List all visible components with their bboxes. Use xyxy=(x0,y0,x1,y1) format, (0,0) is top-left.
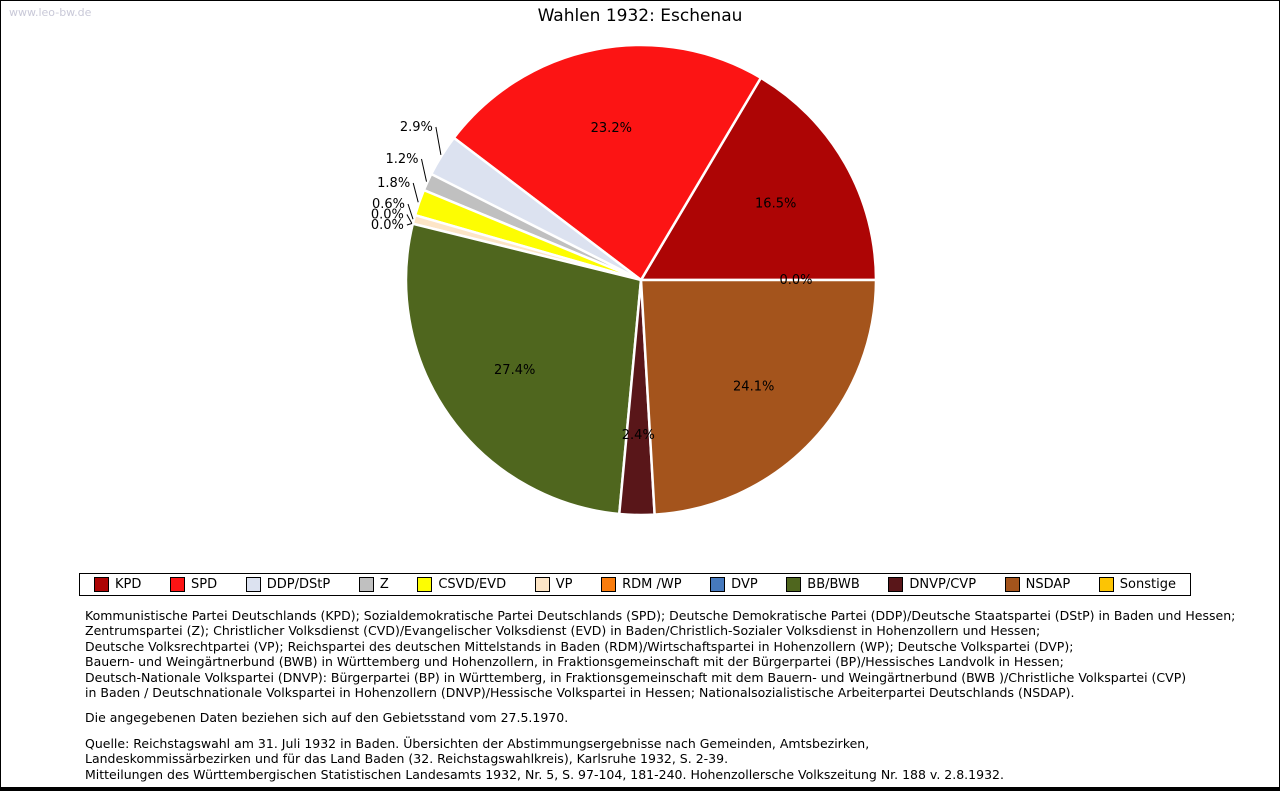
legend-label: DVP xyxy=(731,577,758,592)
legend-label: SPD xyxy=(191,577,218,592)
legend-color-swatch xyxy=(417,577,433,592)
legend-color-swatch xyxy=(1098,577,1114,592)
slice-percent-label: 23.2% xyxy=(591,121,632,136)
legend-color-swatch xyxy=(534,577,550,592)
text-line: Kommunistische Partei Deutschlands (KPD)… xyxy=(85,608,1236,623)
legend: KPD SPD DDP/DStP Z CSVD/EVD VP RDM /WP DVP BB/BW… xyxy=(79,573,1191,596)
legend-label: DNVP/CVP xyxy=(909,577,977,592)
legend-color-swatch xyxy=(786,577,802,592)
label-leader-line xyxy=(407,203,414,220)
watermark: www.leo-bw.de xyxy=(9,6,92,19)
legend-item: Z xyxy=(358,577,389,592)
pie-slice-bb-bwb xyxy=(404,222,643,516)
source-note: Quelle: Reichstagswahl am 31. Juli 1932 … xyxy=(85,736,1263,782)
label-leader-line xyxy=(406,214,413,224)
label-leader-line xyxy=(412,182,419,203)
slice-percent-label: 2.4% xyxy=(622,428,655,443)
legend-item: DDP/DStP xyxy=(245,577,331,592)
text-line: Deutsche Volksrechtpartei (VP); Reichspa… xyxy=(85,638,1074,654)
legend-color-swatch xyxy=(94,577,109,592)
label-leader-line xyxy=(406,223,413,226)
text-line: Deutsch-Nationale Volkspartei (DNVP): Bü… xyxy=(85,669,1187,685)
legend-color-swatch xyxy=(358,577,374,592)
legend-label: BB/BWB xyxy=(807,577,860,592)
territory-note-text: Die angegebenen Daten beziehen sich auf … xyxy=(85,710,569,726)
text-line: in Baden / Deutschnationale Volkspartei … xyxy=(85,685,1075,701)
legend-item: CSVD/EVD xyxy=(417,577,506,592)
text-line: Mitteilungen des Württembergischen Stati… xyxy=(85,766,1004,782)
territory-note: Die angegebenen Daten beziehen sich auf … xyxy=(85,710,1263,725)
text-line: Quelle: Reichstagswahl am 31. Juli 1932 … xyxy=(85,735,870,751)
legend-item: BB/BWB xyxy=(786,577,860,592)
slice-percent-label: 16.5% xyxy=(755,196,796,211)
slice-percent-label: 0.0% xyxy=(371,218,404,233)
slice-percent-label: 27.4% xyxy=(494,363,535,378)
legend-color-swatch xyxy=(888,577,904,592)
legend-color-swatch xyxy=(170,577,185,592)
text-line: Landeskommissärbezirken und für das Land… xyxy=(85,751,729,767)
legend-color-swatch xyxy=(710,577,726,592)
pie-slice-spd xyxy=(452,43,763,282)
legend-item: KPD xyxy=(94,577,141,592)
legend-item: VP xyxy=(534,577,573,592)
slice-percent-label: 0.0% xyxy=(371,208,404,223)
legend-item: DVP xyxy=(710,577,758,592)
legend-color-swatch xyxy=(1004,577,1020,592)
text-line: Zentrumspartei (Z); Christlicher Volksdi… xyxy=(85,623,1041,639)
legend-label: NSDAP xyxy=(1025,577,1071,592)
legend-item: RDM /WP xyxy=(601,577,682,592)
pie-slice-nsdap xyxy=(639,278,878,516)
legend-item: Sonstige xyxy=(1098,577,1176,592)
legend-label: RDM /WP xyxy=(622,577,682,592)
text-line: Bauern- und Weingärtnerbund (BWB) in Wür… xyxy=(85,654,1064,670)
legend-label: KPD xyxy=(115,577,142,592)
legend-item: NSDAP xyxy=(1004,577,1071,592)
slice-percent-label: 0.6% xyxy=(372,197,405,212)
label-leader-line xyxy=(421,158,427,182)
label-leader-line xyxy=(435,126,442,155)
slice-percent-label: 1.2% xyxy=(385,152,418,167)
legend-label: CSVD/EVD xyxy=(438,577,507,592)
legend-item: DNVP/CVP xyxy=(888,577,976,592)
party-abbreviation-notes: Kommunistische Partei Deutschlands (KPD)… xyxy=(85,608,1263,700)
slice-percent-label: 24.1% xyxy=(733,379,774,394)
slice-percent-label: 2.9% xyxy=(400,120,433,135)
pie-slice-kpd xyxy=(638,76,878,282)
notes-block: Kommunistische Partei Deutschlands (KPD)… xyxy=(85,608,1263,787)
legend-label: Sonstige xyxy=(1119,577,1176,592)
chart-title: Wahlen 1932: Eschenau xyxy=(537,6,743,26)
legend-item: SPD xyxy=(170,577,217,592)
legend-label: DDP/DStP xyxy=(266,577,331,592)
pie-chart: 16.5%23.2%2.9%1.2%1.8%0.6%0.0%0.0%27.4%2… xyxy=(371,43,878,517)
legend-label: Z xyxy=(379,577,389,592)
legend-color-swatch xyxy=(245,577,261,592)
legend-color-swatch xyxy=(601,577,617,592)
slice-percent-label: 0.0% xyxy=(779,273,812,288)
slice-percent-label: 1.8% xyxy=(377,176,410,191)
legend-label: VP xyxy=(555,577,573,592)
